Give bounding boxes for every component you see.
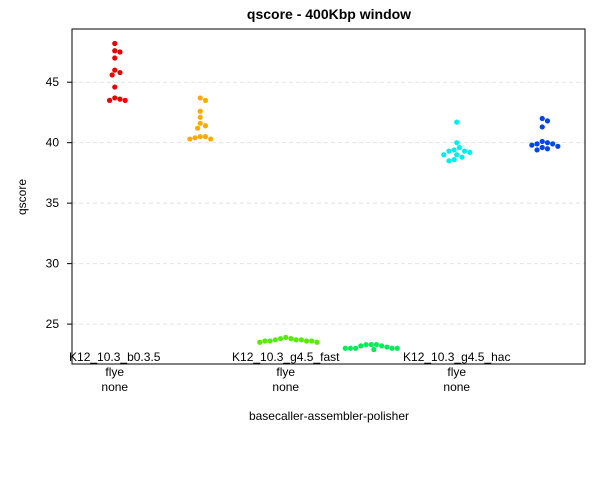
x-category-label: flye xyxy=(447,365,466,379)
x-category-label: flye xyxy=(276,365,295,379)
grid-lines xyxy=(72,81,585,325)
y-tick-label: 40 xyxy=(46,136,60,150)
data-point xyxy=(456,144,462,151)
x-category-label: flye xyxy=(105,365,124,379)
data-point xyxy=(454,140,460,146)
data-point xyxy=(208,136,214,142)
data-point xyxy=(539,144,545,151)
y-tick-label: 35 xyxy=(46,196,60,210)
x-category-label: K12_10.3_b0.3.5 xyxy=(69,350,161,364)
data-point xyxy=(262,338,268,344)
data-point xyxy=(195,125,201,131)
data-point xyxy=(539,115,545,122)
data-point xyxy=(112,40,118,47)
data-point xyxy=(293,337,299,343)
y-tick-label: 45 xyxy=(46,75,60,89)
x-category-labels: K12_10.3_b0.3.5flyenoneK12_10.3_g4.5_fas… xyxy=(69,350,510,394)
data-point xyxy=(454,119,460,125)
data-point xyxy=(202,134,209,140)
data-point xyxy=(257,339,263,345)
data-point xyxy=(347,345,354,351)
data-point xyxy=(451,157,457,163)
data-point xyxy=(451,147,457,153)
data-point xyxy=(389,345,395,351)
data-point xyxy=(314,339,320,345)
data-point xyxy=(534,141,540,147)
data-point xyxy=(192,135,198,141)
data-point xyxy=(117,49,123,55)
chart-title: qscore - 400Kbp window xyxy=(247,6,411,22)
data-points xyxy=(106,40,561,353)
data-point xyxy=(539,138,545,145)
data-point xyxy=(122,97,128,103)
data-point xyxy=(379,343,385,349)
data-point xyxy=(197,114,203,120)
data-point xyxy=(446,148,452,154)
data-point xyxy=(288,336,294,342)
data-point xyxy=(461,148,468,154)
data-point xyxy=(353,345,359,351)
data-point xyxy=(371,346,377,353)
data-point xyxy=(202,123,209,129)
data-point xyxy=(277,336,284,342)
data-point xyxy=(202,97,209,103)
plot-frame xyxy=(71,28,586,365)
data-point xyxy=(109,72,115,78)
data-point xyxy=(298,337,304,343)
data-point xyxy=(112,84,118,90)
data-point xyxy=(187,136,193,142)
data-point xyxy=(467,149,473,155)
data-point xyxy=(358,343,364,349)
data-point xyxy=(197,108,203,114)
data-point xyxy=(446,158,452,164)
data-point xyxy=(384,344,390,350)
data-point xyxy=(117,69,123,76)
data-point xyxy=(539,124,545,130)
data-point xyxy=(112,95,118,101)
data-point xyxy=(112,67,118,73)
data-point xyxy=(368,342,374,348)
y-tick-label: 25 xyxy=(46,317,60,331)
data-point xyxy=(197,95,203,101)
x-category-label: none xyxy=(272,380,299,394)
data-point xyxy=(454,152,460,158)
data-point xyxy=(106,97,113,103)
data-point xyxy=(342,345,348,351)
data-point xyxy=(272,337,278,343)
data-point xyxy=(117,96,123,102)
data-point xyxy=(394,345,400,351)
data-point xyxy=(303,338,310,344)
data-point xyxy=(550,141,556,147)
data-point xyxy=(544,118,551,124)
data-point xyxy=(309,338,315,344)
data-point xyxy=(459,154,465,160)
data-point xyxy=(197,134,203,140)
x-category-label: none xyxy=(101,380,128,394)
data-point xyxy=(363,342,369,348)
y-axis: 25 30 35 40 45 xyxy=(46,75,72,331)
data-point xyxy=(112,55,118,61)
data-point xyxy=(441,152,447,158)
data-point xyxy=(544,146,551,152)
y-axis-label: qscore xyxy=(15,179,29,215)
x-axis-label: basecaller-assembler-polisher xyxy=(249,409,409,423)
data-point xyxy=(373,342,380,348)
x-category-label: K12_10.3_g4.5_fast xyxy=(232,350,340,364)
x-category-label: K12_10.3_g4.5_hac xyxy=(403,350,510,364)
data-point xyxy=(197,120,203,126)
data-point xyxy=(529,142,535,148)
data-point xyxy=(112,48,118,54)
y-tick-label: 30 xyxy=(46,257,60,271)
data-point xyxy=(555,143,561,149)
data-point xyxy=(283,334,289,340)
data-point xyxy=(267,338,273,344)
data-point xyxy=(544,140,551,146)
x-category-label: none xyxy=(443,380,470,394)
data-point xyxy=(534,147,540,153)
